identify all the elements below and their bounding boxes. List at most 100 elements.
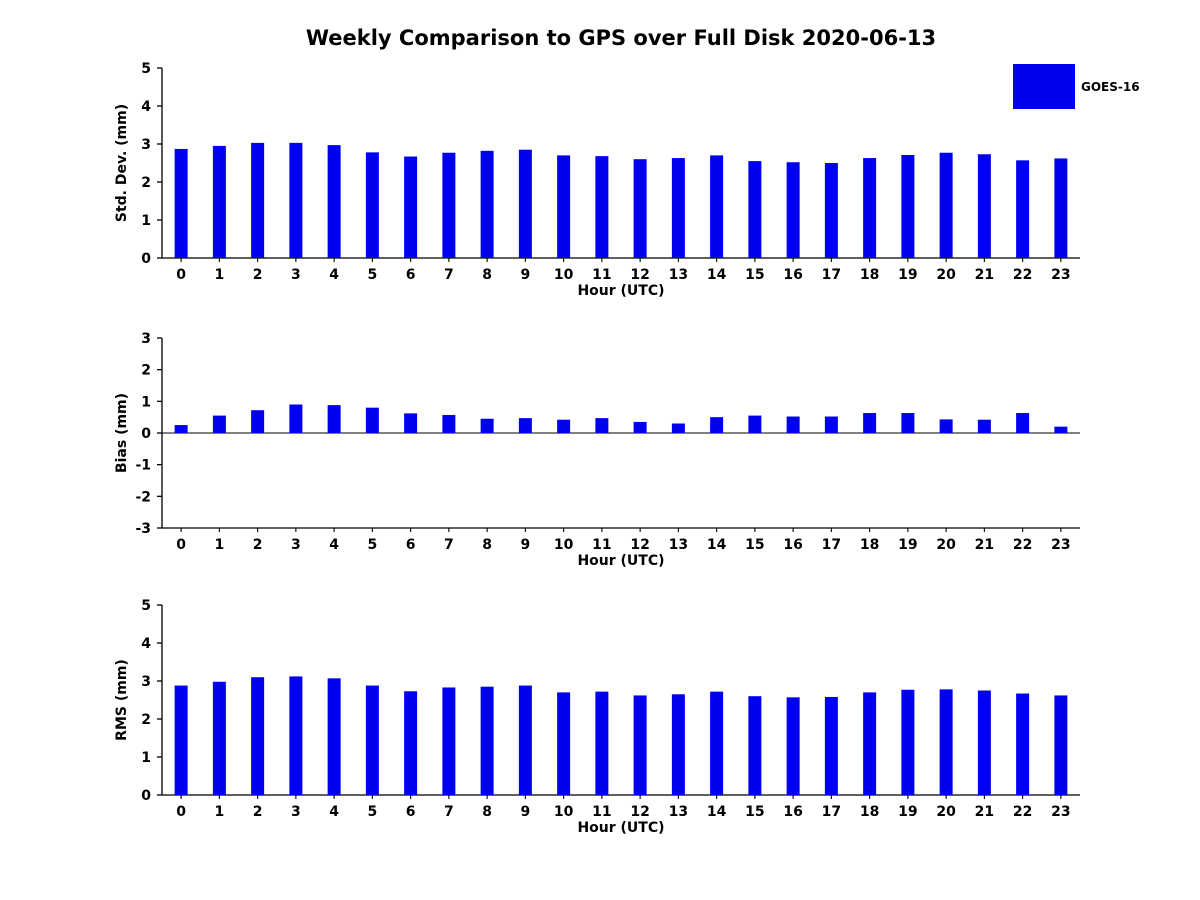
bar-rms-hour-18 xyxy=(863,692,877,795)
bar-bias-hour-14 xyxy=(710,417,724,433)
bar-bias-hour-21 xyxy=(977,419,991,433)
bar-std-dev-hour-13 xyxy=(671,158,685,258)
bar-std-dev-hour-3 xyxy=(289,142,303,258)
x-tick-label: 14 xyxy=(707,267,727,283)
bar-std-dev-hour-2 xyxy=(251,142,265,258)
x-tick-label: 10 xyxy=(554,537,574,553)
bar-std-dev-hour-22 xyxy=(1016,160,1030,258)
bar-bias-hour-4 xyxy=(327,405,341,433)
bar-bias-hour-5 xyxy=(365,407,379,433)
bar-rms-hour-23 xyxy=(1054,695,1068,795)
x-tick-label: 6 xyxy=(406,537,416,553)
x-tick-label: 16 xyxy=(783,804,802,820)
bar-bias-hour-3 xyxy=(289,404,303,433)
bar-rms-hour-19 xyxy=(901,689,915,795)
x-tick-label: 6 xyxy=(406,804,416,820)
bar-rms-hour-10 xyxy=(557,692,571,795)
bar-std-dev-hour-1 xyxy=(212,145,226,258)
x-tick-label: 7 xyxy=(444,267,454,283)
bar-bias-hour-9 xyxy=(518,418,532,433)
bar-std-dev-hour-18 xyxy=(863,158,877,258)
bar-rms-hour-7 xyxy=(442,687,456,795)
bar-rms-hour-12 xyxy=(633,695,647,795)
x-tick-label: 22 xyxy=(1013,267,1032,283)
bar-rms-hour-21 xyxy=(977,690,991,795)
bar-bias-hour-11 xyxy=(595,418,609,433)
x-tick-label: 16 xyxy=(783,267,802,283)
x-tick-label: 9 xyxy=(521,537,531,553)
bar-rms-hour-1 xyxy=(212,681,226,795)
x-tick-label: 21 xyxy=(975,804,994,820)
bar-std-dev-hour-10 xyxy=(557,155,571,258)
y-tick-label: 1 xyxy=(141,213,151,229)
x-tick-label: 7 xyxy=(444,804,454,820)
bar-bias-hour-19 xyxy=(901,413,915,433)
x-tick-label: 13 xyxy=(669,537,688,553)
x-tick-label: 13 xyxy=(669,804,688,820)
y-tick-label: 4 xyxy=(141,636,151,652)
y-tick-label: 1 xyxy=(141,394,151,410)
bar-rms-hour-3 xyxy=(289,676,303,795)
bar-rms-hour-11 xyxy=(595,691,609,795)
y-tick-label: 5 xyxy=(141,61,151,77)
bar-bias-hour-15 xyxy=(748,415,762,433)
bar-rms-hour-16 xyxy=(786,697,800,795)
bar-bias-hour-8 xyxy=(480,418,494,433)
y-tick-label: 4 xyxy=(141,99,151,115)
bar-bias-hour-18 xyxy=(863,413,877,433)
x-tick-label: 9 xyxy=(521,804,531,820)
legend-swatch-goes16 xyxy=(1013,64,1075,109)
x-tick-label: 11 xyxy=(592,267,611,283)
y-tick-label: 2 xyxy=(141,175,151,191)
y-tick-label: 1 xyxy=(141,750,151,766)
bar-bias-hour-12 xyxy=(633,421,647,433)
y-tick-label: 0 xyxy=(141,426,151,442)
x-tick-label: 5 xyxy=(368,267,378,283)
bar-bias-hour-22 xyxy=(1016,413,1030,433)
bar-std-dev-hour-21 xyxy=(977,154,991,258)
x-tick-label: 0 xyxy=(176,267,186,283)
y-tick-label: 3 xyxy=(141,137,151,153)
x-tick-label: 1 xyxy=(215,804,225,820)
x-tick-label: 10 xyxy=(554,804,574,820)
y-tick-label: -1 xyxy=(135,458,151,474)
x-tick-label: 0 xyxy=(176,804,186,820)
bar-std-dev-hour-20 xyxy=(939,152,953,258)
x-tick-label: 17 xyxy=(822,804,841,820)
bar-bias-hour-7 xyxy=(442,414,456,433)
y-tick-label: -3 xyxy=(135,521,151,537)
bar-rms-hour-20 xyxy=(939,689,953,795)
bar-rms-hour-22 xyxy=(1016,693,1030,795)
x-tick-label: 20 xyxy=(936,537,956,553)
x-tick-label: 4 xyxy=(329,267,339,283)
bar-rms-hour-17 xyxy=(824,696,838,795)
chart-std-dev: Std. Dev. (mm) 0 1 2 3 4 5 0 1 2 3 4 5 6 7 8 9 10 11 12 13 1… xyxy=(0,55,1200,320)
x-tick-label: 6 xyxy=(406,267,416,283)
bar-rms-hour-6 xyxy=(404,691,418,795)
x-tick-label: 23 xyxy=(1051,537,1070,553)
bar-rms-hour-15 xyxy=(748,696,762,795)
y-tick-label: 5 xyxy=(141,598,151,614)
x-tick-label: 3 xyxy=(291,537,301,553)
x-tick-label: 1 xyxy=(215,267,225,283)
x-tick-label: 23 xyxy=(1051,267,1070,283)
bar-bias-hour-16 xyxy=(786,416,800,433)
y-tick-label: 2 xyxy=(141,712,151,728)
bar-std-dev-hour-7 xyxy=(442,152,456,258)
x-tick-label: 20 xyxy=(936,804,956,820)
x-tick-label: 12 xyxy=(630,804,649,820)
bar-rms-hour-8 xyxy=(480,686,494,795)
x-tick-label: 14 xyxy=(707,804,727,820)
bar-rms-hour-2 xyxy=(251,677,265,795)
x-tick-label: 19 xyxy=(898,804,917,820)
x-tick-label: 2 xyxy=(253,804,263,820)
x-tick-label: 17 xyxy=(822,537,841,553)
x-tick-label: 8 xyxy=(482,267,492,283)
x-tick-label: 19 xyxy=(898,267,917,283)
x-tick-label: 15 xyxy=(745,267,764,283)
bar-bias-hour-1 xyxy=(212,415,226,433)
bar-std-dev-hour-8 xyxy=(480,150,494,258)
x-tick-label: 5 xyxy=(368,804,378,820)
